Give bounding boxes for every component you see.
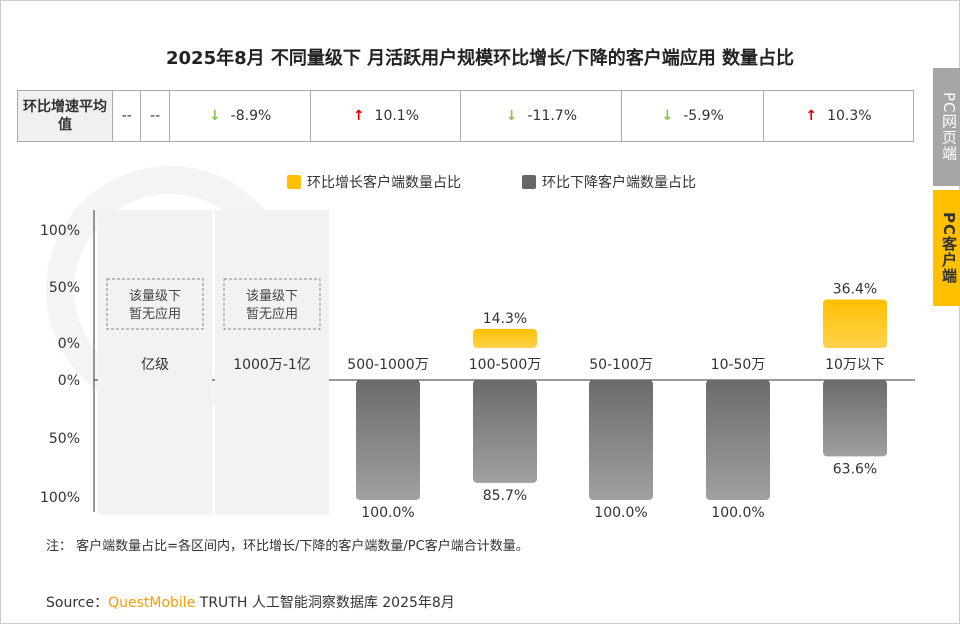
table-cell: ↓ -8.9%	[168, 90, 312, 142]
category-label: 100-500万	[469, 357, 542, 373]
data-label-decline: 100.0%	[594, 505, 647, 521]
table-cell-value: -11.7%	[527, 108, 578, 124]
arrow-up-icon: ↑	[352, 108, 365, 124]
table-cell: ↑ 10.1%	[310, 90, 462, 142]
legend-growth: 环比增长客户端数量占比	[287, 172, 461, 192]
lower-tick-label: 0%	[58, 373, 80, 389]
category-label: 500-1000万	[347, 357, 428, 373]
source-prefix: Source：	[46, 595, 109, 611]
table-header-label: 环比增速平均值	[23, 99, 107, 133]
lower-tick-label: 50%	[49, 431, 80, 447]
source-rest: TRUTH 人工智能洞察数据库 2025年8月	[195, 595, 455, 611]
upper-tick-label: 100%	[40, 223, 80, 239]
tab-pc-client[interactable]: PC客户端	[933, 190, 960, 306]
arrow-down-icon: ↓	[505, 108, 518, 124]
arrow-down-icon: ↓	[661, 108, 674, 124]
table-cell-value: 10.1%	[374, 108, 420, 124]
table-cell: --	[140, 90, 170, 142]
category-label: 50-100万	[589, 357, 653, 373]
category-label: 1000万-1亿	[233, 357, 311, 373]
table-cell: ↑ 10.3%	[762, 90, 915, 142]
legend-label-growth: 环比增长客户端数量占比	[307, 175, 461, 191]
avg-growth-table: 环比增速平均值 -- -- ↓ -8.9% ↑ 10.1% ↓ -11.7% ↓ -5.9% ↑ 10.…	[17, 90, 915, 142]
bar-growth	[823, 299, 887, 348]
no-app-label: 该量级下	[129, 289, 181, 304]
upper-tick-label: 50%	[49, 280, 80, 296]
data-label-growth: 14.3%	[483, 311, 527, 327]
no-data-band	[215, 210, 329, 515]
category-label: 10万以下	[825, 357, 885, 373]
data-label-decline: 100.0%	[361, 505, 414, 521]
data-label-growth: 36.4%	[833, 281, 877, 297]
legend-swatch-growth	[287, 175, 301, 189]
legend-decline: 环比下降客户端数量占比	[522, 172, 696, 192]
table-cell: ↓ -11.7%	[460, 90, 623, 142]
table-cell: ↓ -5.9%	[621, 90, 764, 142]
source: Source：QuestMobile TRUTH 人工智能洞察数据库 2025年…	[46, 592, 455, 612]
table-header: 环比增速平均值	[17, 90, 113, 142]
legend-swatch-decline	[522, 175, 536, 189]
table-cell-value: --	[121, 108, 132, 124]
no-app-label: 该量级下	[246, 289, 298, 304]
footnote: 注： 客户端数量占比=各区间内，环比增长/下降的客户端数量/PC客户端合计数量。	[46, 539, 529, 554]
table-cell-value: --	[150, 108, 161, 124]
upper-tick-label: 0%	[58, 336, 80, 352]
no-app-box	[223, 278, 321, 330]
bar-decline	[823, 380, 887, 457]
page-title: 2025年8月 不同量级下 月活跃用户规模环比增长/下降的客户端应用 数量占比	[166, 48, 794, 69]
no-data-band	[98, 210, 212, 515]
table-cell-value: -5.9%	[683, 108, 724, 124]
category-label: 亿级	[141, 357, 169, 373]
legend-label-decline: 环比下降客户端数量占比	[542, 175, 696, 191]
no-app-label: 暂无应用	[246, 306, 298, 322]
no-app-label: 暂无应用	[129, 306, 181, 322]
bar-growth	[473, 328, 537, 348]
bar-decline	[356, 380, 420, 500]
table-cell: --	[111, 90, 142, 142]
data-label-decline: 63.6%	[833, 461, 877, 477]
bar-decline	[706, 380, 770, 500]
bar-decline	[589, 380, 653, 500]
bar-decline	[473, 380, 537, 483]
data-label-decline: 100.0%	[711, 505, 764, 521]
table-cell-value: -8.9%	[230, 108, 272, 124]
arrow-up-icon: ↑	[805, 108, 818, 124]
table-cell-value: 10.3%	[827, 108, 872, 124]
category-label: 10-50万	[711, 357, 766, 373]
tab-pc-web[interactable]: PC网页端	[933, 68, 960, 186]
brand-name: QuestMobile	[108, 595, 196, 611]
no-app-box	[106, 278, 204, 330]
lower-tick-label: 100%	[40, 490, 80, 506]
arrow-down-icon: ↓	[208, 108, 221, 124]
data-label-decline: 85.7%	[483, 488, 527, 504]
